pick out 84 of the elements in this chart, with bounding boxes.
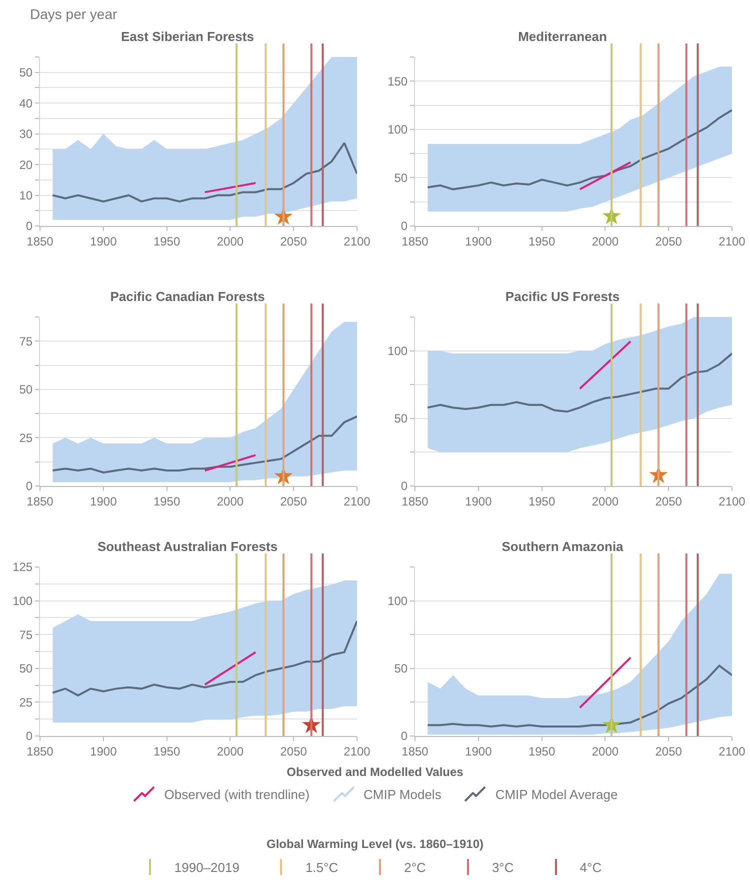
legend-label: 4°C: [580, 860, 602, 874]
y-tick-label: 25: [19, 695, 33, 710]
y-tick-label: 50: [19, 662, 33, 676]
x-tick-label: 2000: [216, 744, 244, 758]
legend-label: CMIP Models: [364, 786, 442, 802]
x-tick-label: 1950: [528, 234, 556, 248]
x-tick-label: 1950: [153, 744, 180, 758]
x-tick-label: 2000: [592, 494, 619, 508]
x-tick-label: 2100: [344, 234, 371, 248]
y-tick-label: 25: [19, 430, 33, 445]
y-tick-label: 75: [19, 628, 33, 642]
x-tick-label: 2050: [655, 234, 682, 248]
y-tick-label: 20: [19, 158, 33, 172]
text: Global Warming Level (vs. 1860–1910): [266, 837, 484, 851]
legend-label: 1990–2019: [174, 860, 240, 874]
x-tick-label: 2000: [216, 494, 244, 508]
y-tick-label: 10: [19, 188, 33, 202]
y-tick-label: 0: [26, 479, 33, 494]
x-tick-label: 2000: [592, 744, 619, 758]
chart-title: Mediterranean: [518, 28, 607, 44]
y-tick-label: 0: [26, 729, 33, 744]
y-tick-label: 125: [12, 560, 33, 574]
x-tick-label: 2100: [718, 744, 746, 758]
y-tick-label: 100: [388, 122, 408, 137]
line-series: [52, 142, 357, 202]
line-series: [426, 352, 732, 413]
x-tick-label: 1850: [402, 494, 429, 508]
y-axis-title: Days per year: [30, 6, 118, 22]
x-tick-label: 2050: [280, 744, 308, 758]
line-series: [426, 109, 732, 190]
y-tick-label: 100: [388, 344, 408, 358]
x-tick-label: 1900: [90, 234, 118, 248]
x-tick-label: 1850: [402, 744, 429, 758]
y-tick-label: 75: [19, 334, 33, 348]
x-tick-label: 1850: [26, 494, 54, 508]
y-tick-label: 50: [394, 412, 408, 426]
x-tick-label: 1950: [153, 234, 180, 248]
x-tick-label: 1900: [465, 494, 492, 508]
y-tick-label: 30: [19, 127, 33, 142]
y-tick-label: 0: [400, 219, 408, 234]
x-tick-label: 2100: [718, 234, 746, 248]
y-tick-label: 0: [400, 729, 408, 744]
x-tick-label: 1900: [90, 494, 118, 508]
y-tick-label: 50: [19, 66, 33, 80]
legend-label: Observed (with trendline): [164, 786, 310, 802]
x-tick-label: 1950: [528, 494, 556, 508]
y-tick-label: 150: [388, 74, 408, 88]
x-tick-label: 1850: [26, 744, 54, 758]
y-tick-label: 0: [26, 219, 33, 234]
x-tick-label: 2050: [280, 494, 308, 508]
legend-label: 1.5°C: [305, 860, 338, 874]
x-tick-label: 2000: [592, 234, 619, 248]
y-tick-label: 40: [19, 96, 33, 110]
legend-label: 3°C: [492, 860, 514, 874]
chart-title: Southern Amazonia: [502, 538, 624, 554]
y-tick-label: 0: [400, 479, 408, 494]
legend-label: 2°C: [404, 860, 426, 874]
x-tick-label: 1900: [465, 234, 492, 248]
x-tick-label: 1950: [153, 494, 180, 508]
x-tick-label: 2050: [280, 234, 308, 248]
x-tick-label: 1850: [26, 234, 54, 248]
x-tick-label: 2100: [718, 494, 746, 508]
y-tick-label: 50: [394, 170, 408, 185]
x-tick-label: 1850: [402, 234, 429, 248]
x-tick-label: 2000: [216, 234, 244, 248]
chart-title: Southeast Australian Forests: [97, 538, 278, 554]
chart-title: East Siberian Forests: [121, 28, 254, 44]
chart-title: Pacific US Forests: [505, 288, 620, 304]
x-tick-label: 2100: [344, 744, 371, 758]
x-tick-label: 1950: [528, 744, 556, 758]
chart-title: Pacific Canadian Forests: [110, 288, 265, 304]
y-tick-label: 100: [388, 594, 408, 608]
y-tick-label: 50: [19, 382, 33, 397]
y-tick-label: 100: [12, 594, 33, 608]
x-tick-label: 2050: [655, 744, 682, 758]
legend-label: CMIP Model Average: [495, 786, 618, 802]
x-tick-label: 2050: [655, 494, 682, 508]
x-tick-label: 1900: [90, 744, 118, 758]
y-tick-label: 50: [394, 662, 408, 676]
line-series: [52, 620, 357, 696]
x-tick-label: 2100: [344, 494, 371, 508]
line-series: [52, 415, 357, 474]
x-tick-label: 1900: [465, 744, 492, 758]
legend-title: Observed and Modelled Values: [286, 765, 464, 779]
